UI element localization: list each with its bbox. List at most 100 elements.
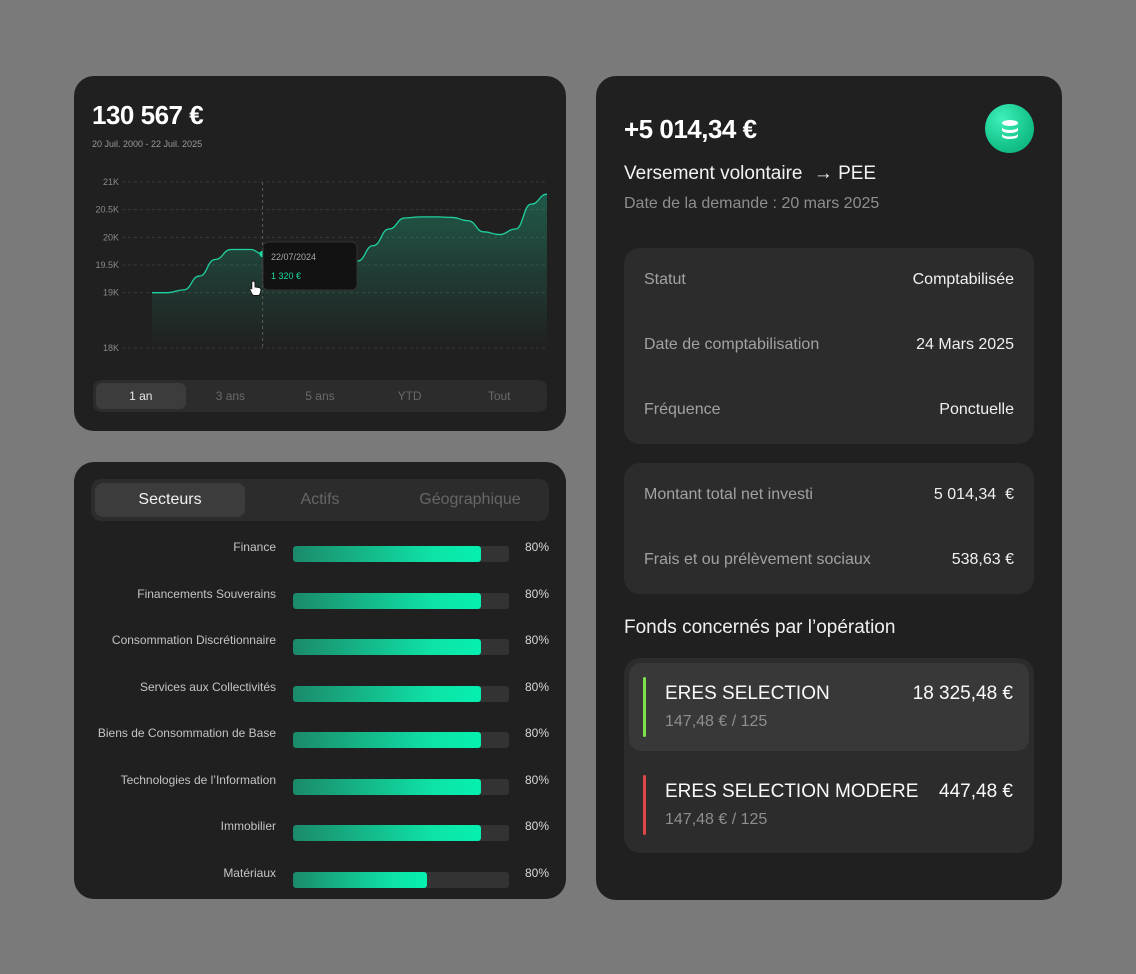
range-option[interactable]: YTD (397, 389, 422, 403)
sector-bar-track (293, 546, 509, 562)
y-tick-label: 18K (103, 343, 119, 353)
amount-row-net-invested: Montant total net investi 5 014,34 € (644, 483, 1014, 507)
sector-label: Technologies de l’Information (120, 772, 276, 787)
operation-amount: +5 014,34 € (624, 114, 757, 144)
funds-panel: ERES SELECTION 18 325,48 € 147,48 € / 12… (624, 658, 1034, 853)
sector-bar-fill (293, 592, 481, 609)
amount-value: 538,63 € (951, 551, 1014, 568)
sector-percent: 80% (525, 819, 550, 833)
tooltip-date: 22/07/2024 (271, 252, 316, 262)
range-option[interactable]: 1 an (96, 383, 186, 409)
fund-item[interactable]: ERES SELECTION MODERE 447,48 € 147,48 € … (629, 761, 1029, 849)
sector-label: Services aux Collectivités (139, 679, 276, 694)
detail-value: Comptabilisée (912, 271, 1014, 288)
y-tick-label: 20K (103, 232, 119, 242)
fund-units: 147,48 € / 125 (665, 713, 768, 730)
operation-type-label: Versement volontaire (624, 163, 803, 184)
range-option[interactable]: 5 ans (305, 389, 335, 403)
detail-row-frequency: Fréquence Ponctuelle (644, 398, 1014, 422)
sector-percent: 80% (525, 540, 550, 554)
fund-units: 147,48 € / 125 (665, 811, 768, 828)
arrow-right-icon: → (813, 163, 833, 184)
sector-row: Financements Souverains 80% (74, 587, 566, 611)
sector-bar-fill (293, 639, 481, 655)
cursor-hand-icon (249, 280, 262, 296)
allocation-tab[interactable]: Géographique (419, 491, 521, 508)
allocation-tabs: Secteurs Actifs Géographique (91, 479, 549, 521)
sector-row: Immobilier 80% (74, 819, 566, 843)
sector-row: Finance 80% (74, 540, 566, 564)
range-option[interactable]: 3 ans (215, 389, 246, 403)
allocation-card: Secteurs Actifs Géographique Finance 80% Fin… (74, 462, 566, 899)
sector-percent: 80% (525, 865, 550, 880)
sector-row: Services aux Collectivités 80% (74, 680, 566, 704)
sector-bar-fill (293, 778, 481, 795)
sector-bar-track (293, 825, 509, 841)
sector-bar-track (293, 778, 509, 795)
fund-item[interactable]: ERES SELECTION 18 325,48 € 147,48 € / 12… (629, 663, 1029, 751)
sector-percent: 80% (525, 586, 550, 601)
y-tick-label: 19K (103, 288, 119, 298)
sector-percent: 80% (525, 772, 550, 787)
sector-label: Finance (233, 540, 276, 554)
sector-bar-fill (293, 871, 427, 888)
detail-key: Fréquence (644, 401, 721, 418)
y-tick-label: 20.5K (95, 205, 119, 215)
sector-percent: 80% (525, 726, 550, 740)
fund-amount: 18 325,48 € (912, 683, 1013, 704)
detail-value: 24 Mars 2025 (916, 336, 1014, 353)
amounts-panel: Montant total net investi 5 014,34 € Fra… (624, 463, 1034, 594)
allocation-tab[interactable]: Actifs (300, 491, 340, 508)
detail-value: Ponctuelle (939, 401, 1014, 418)
amount-key: Montant total net investi (644, 486, 813, 503)
y-tick-label: 19.5K (95, 260, 119, 270)
sector-label: Matériaux (223, 865, 276, 880)
detail-key: Statut (644, 271, 686, 288)
detail-row-status: Statut Comptabilisée (644, 268, 1014, 292)
sector-bar-track (293, 592, 509, 609)
sector-label: Biens de Consommation de Base (97, 726, 276, 740)
detail-row-accounting-date: Date de comptabilisation 24 Mars 2025 (644, 333, 1014, 357)
sector-row: Consommation Discrétionnaire 80% (74, 633, 566, 657)
amount-row-fees: Frais et ou prélèvement sociaux 538,63 € (644, 548, 1014, 572)
chart-tooltip: 22/07/2024 1 320 € (262, 241, 358, 291)
fund-color-bar (643, 677, 646, 737)
sector-bar-fill (293, 546, 481, 562)
sector-row: Biens de Consommation de Base 80% (74, 726, 566, 750)
amount-value: 5 014,34 € (933, 486, 1014, 503)
sector-bar-fill (293, 732, 481, 748)
sector-bar-fill (293, 825, 481, 841)
performance-chart[interactable]: 18K 19K 19.5K 20K 20.5K 21K 22/07/2024 1 320 … (74, 174, 566, 359)
operation-target: PEE (838, 163, 877, 184)
fund-amount: 447,48 € (939, 781, 1013, 802)
fund-name: ERES SELECTION MODERE (665, 781, 919, 802)
performance-card: 130 567 € 20 Juil. 2000 - 22 Juil. 2025 … (74, 76, 566, 431)
coins-icon (985, 104, 1034, 153)
funds-heading: Fonds concernés par l’opération (624, 617, 896, 638)
operation-card: +5 014,34 € Versement volontaire → PEE D… (596, 76, 1062, 900)
range-option[interactable]: Tout (487, 389, 511, 403)
y-tick-label: 21K (103, 177, 119, 187)
sector-row: Technologies de l’Information 80% (74, 773, 566, 797)
sector-percent: 80% (525, 679, 550, 694)
status-panel: Statut Comptabilisée Date de comptabilis… (624, 248, 1034, 444)
sector-percent: 80% (525, 633, 550, 647)
detail-key: Date de comptabilisation (644, 336, 820, 353)
sector-label: Immobilier (220, 819, 276, 833)
sector-label: Financements Souverains (137, 586, 276, 601)
fund-color-bar (643, 775, 646, 835)
operation-type: Versement volontaire → PEE (624, 163, 876, 185)
time-range-selector: 1 an 3 ans 5 ans YTD Tout (93, 380, 547, 412)
tooltip-value: 1 320 € (271, 271, 301, 281)
sector-bar-track (293, 639, 509, 655)
sector-row: Matériaux 80% (74, 866, 566, 890)
fund-name: ERES SELECTION (665, 683, 830, 704)
allocation-tab[interactable]: Secteurs (95, 483, 245, 517)
sector-bar-fill (293, 685, 481, 702)
sector-bar-track (293, 685, 509, 702)
sector-bar-track (293, 732, 509, 748)
sector-label: Consommation Discrétionnaire (111, 633, 276, 647)
request-date: Date de la demande : 20 mars 2025 (624, 195, 880, 212)
amount-key: Frais et ou prélèvement sociaux (644, 551, 871, 568)
period-label: 20 Juil. 2000 - 22 Juil. 2025 (92, 139, 203, 149)
